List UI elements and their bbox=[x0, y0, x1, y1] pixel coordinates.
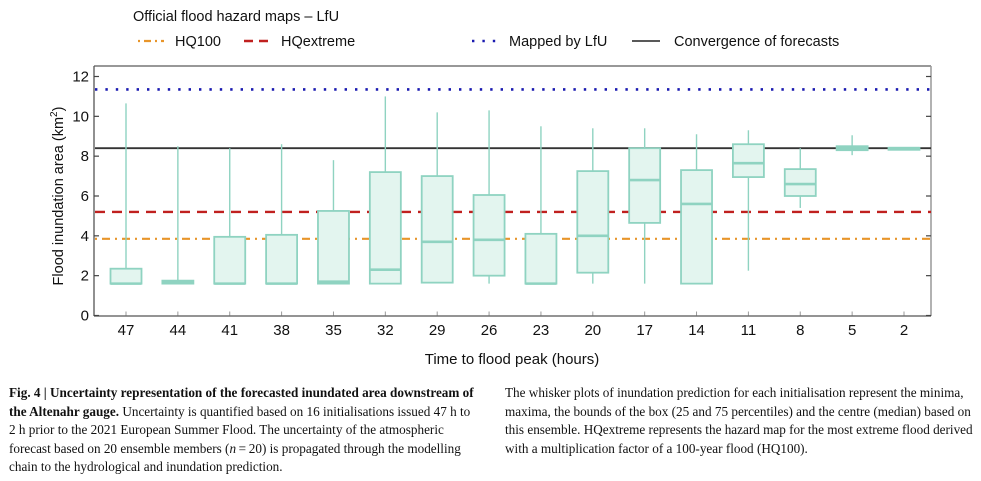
legend-label-hq100: HQ100 bbox=[175, 34, 221, 50]
x-tick-label: 23 bbox=[533, 322, 550, 339]
legend-item-hqextreme: HQextreme bbox=[244, 34, 355, 50]
boxplot-41 bbox=[213, 148, 247, 285]
caption-n-symbol: n bbox=[229, 440, 237, 456]
x-tick-label: 26 bbox=[481, 322, 498, 339]
box-iqr bbox=[628, 147, 662, 224]
boxplot-38 bbox=[265, 144, 299, 285]
boxplot-47 bbox=[109, 103, 143, 285]
plot-area bbox=[93, 65, 932, 317]
x-tick-label: 5 bbox=[848, 322, 856, 339]
x-tick-label: 11 bbox=[741, 322, 757, 339]
y-axis-title-main: Flood inundation area (km bbox=[51, 117, 67, 285]
boxplot-chart: Official flood hazard maps – LfU HQ100 H… bbox=[49, 9, 932, 368]
x-axis-title: Time to flood peak (hours) bbox=[425, 351, 600, 368]
x-tick-label: 17 bbox=[636, 322, 653, 339]
x-tick-label: 14 bbox=[688, 322, 705, 339]
boxplot-8 bbox=[783, 148, 817, 208]
box-iqr bbox=[265, 233, 299, 285]
legend-title: Official flood hazard maps – LfU bbox=[133, 9, 339, 25]
y-tick-label: 2 bbox=[81, 268, 89, 285]
boxplot-23 bbox=[524, 126, 558, 285]
legend-item-hq100: HQ100 bbox=[138, 34, 221, 50]
figure-caption-right: The whisker plots of inundation predicti… bbox=[505, 384, 981, 458]
boxplot-20 bbox=[576, 128, 610, 284]
caption-body-right: The whisker plots of inundation predicti… bbox=[505, 385, 973, 456]
box-iqr bbox=[783, 168, 817, 197]
caption-fig-label: Fig. 4 | bbox=[9, 385, 50, 400]
x-tick-label: 38 bbox=[273, 322, 290, 339]
box-iqr bbox=[524, 232, 558, 285]
figure-caption-left: Fig. 4 | Uncertainty representation of t… bbox=[9, 384, 487, 477]
x-tick-label: 2 bbox=[900, 322, 908, 339]
legend-item-mapped-by-lfu: Mapped by LfU bbox=[472, 34, 607, 50]
y-axis-title-sup: 2 bbox=[49, 111, 60, 117]
boxplot-11 bbox=[732, 130, 765, 271]
box-iqr bbox=[213, 235, 247, 285]
y-tick-label: 12 bbox=[72, 69, 89, 86]
boxplots bbox=[109, 96, 921, 285]
y-tick-label: 10 bbox=[72, 108, 89, 125]
legend-label-hqextreme: HQextreme bbox=[281, 34, 355, 50]
caption-body-left-end: = 20) is propagated through the modellin… bbox=[9, 440, 461, 475]
y-axis-title: Flood inundation area (km2) bbox=[49, 107, 67, 286]
y-tick-label: 8 bbox=[81, 148, 89, 165]
y-axis-title-close: ) bbox=[51, 107, 67, 112]
x-tick-label: 32 bbox=[377, 322, 394, 339]
x-tick-label: 8 bbox=[796, 322, 804, 339]
boxplot-14 bbox=[680, 134, 713, 285]
y-tick-label: 0 bbox=[81, 308, 89, 325]
boxplot-26 bbox=[472, 110, 506, 284]
x-tick-label: 35 bbox=[325, 322, 342, 339]
box-iqr bbox=[420, 175, 454, 284]
y-tick-label: 6 bbox=[81, 188, 89, 205]
y-tick-label: 4 bbox=[81, 228, 89, 245]
x-tick-label: 20 bbox=[584, 322, 601, 339]
x-tick-label: 44 bbox=[170, 322, 187, 339]
x-tick-label: 29 bbox=[429, 322, 446, 339]
reference-lines bbox=[95, 88, 931, 240]
y-axis-ticks: 0 2 4 6 8 10 12 bbox=[72, 69, 931, 325]
boxplot-5 bbox=[835, 135, 869, 156]
boxplot-29 bbox=[420, 112, 454, 284]
legend-label-convergence: Convergence of forecasts bbox=[674, 34, 839, 50]
legend-label-mapped-by-lfu: Mapped by LfU bbox=[509, 34, 607, 50]
box-iqr bbox=[368, 171, 402, 285]
boxplot-35 bbox=[317, 160, 350, 285]
legend-item-convergence: Convergence of forecasts bbox=[632, 34, 839, 50]
x-tick-label: 47 bbox=[118, 322, 135, 339]
box-iqr bbox=[109, 267, 143, 285]
caption-body-left: Uncertainty is quantified based on 16 in… bbox=[9, 403, 471, 456]
boxplot-17 bbox=[628, 128, 662, 284]
boxplot-2 bbox=[887, 146, 921, 151]
caption-title: Uncertainty representation of the foreca… bbox=[9, 385, 474, 419]
boxplot-32 bbox=[368, 96, 402, 285]
box-iqr bbox=[317, 210, 350, 285]
box-iqr bbox=[680, 169, 713, 285]
x-axis-ticks: 47 44 41 38 35 32 29 26 23 20 17 14 11 8 5 2 bbox=[118, 311, 908, 339]
x-tick-label: 41 bbox=[221, 322, 238, 339]
boxplot-44 bbox=[161, 146, 195, 285]
box-iqr bbox=[576, 170, 610, 274]
legend: Official flood hazard maps – LfU HQ100 H… bbox=[133, 9, 839, 50]
box-iqr bbox=[732, 143, 765, 178]
box-iqr bbox=[472, 194, 506, 277]
